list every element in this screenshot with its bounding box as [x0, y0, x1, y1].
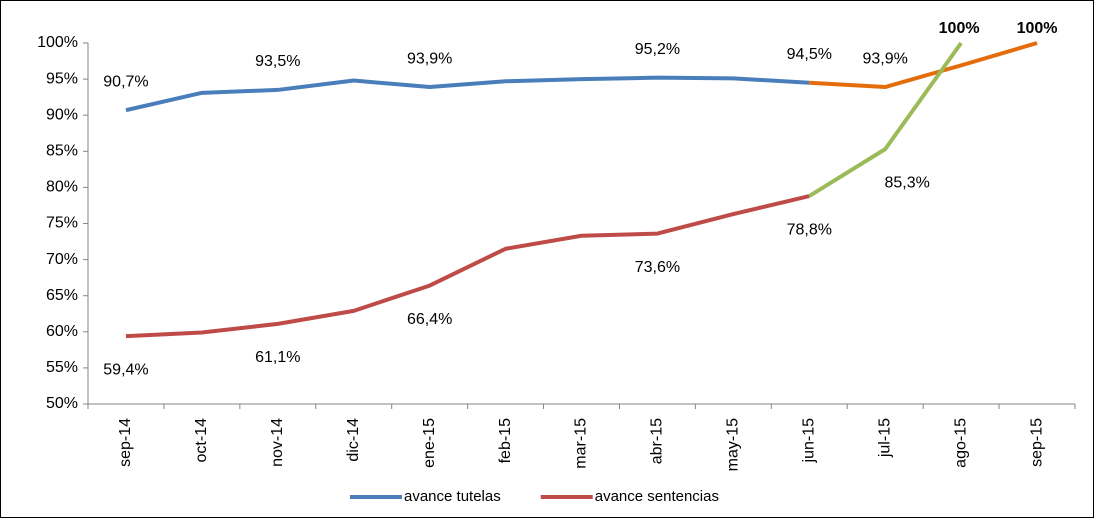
series-line: [809, 41, 1038, 90]
x-tick-label: mar-15: [573, 418, 590, 469]
y-tick-label: 90%: [46, 106, 78, 123]
data-label: 59,4%: [103, 361, 148, 378]
y-tick-label: 95%: [46, 70, 78, 87]
y-tick-label: 85%: [46, 143, 78, 160]
x-tick-label: may-15: [725, 418, 742, 471]
x-tick-label: jul-15: [876, 418, 893, 458]
x-tick-label: abr-15: [649, 418, 666, 464]
data-label: 73,6%: [635, 259, 680, 276]
x-tick-label: sep-14: [117, 418, 134, 467]
x-tick-label: feb-15: [497, 418, 514, 463]
data-label: 95,2%: [635, 41, 680, 58]
series-line: [808, 41, 963, 198]
data-label: 100%: [939, 20, 980, 37]
data-label: 85,3%: [885, 174, 930, 191]
data-label: 100%: [1017, 20, 1058, 37]
data-label: 66,4%: [407, 311, 452, 328]
x-tick-label: dic-14: [345, 418, 362, 462]
data-label: 90,7%: [103, 73, 148, 90]
y-tick-label: 75%: [46, 215, 78, 232]
y-tick-label: 60%: [46, 323, 78, 340]
data-label: 61,1%: [255, 349, 300, 366]
legend-label: avance sentencias: [595, 488, 719, 505]
y-tick-label: 80%: [46, 179, 78, 196]
x-tick-label: nov-14: [269, 418, 286, 467]
y-tick-label: 100%: [37, 34, 78, 51]
series-line: [125, 194, 810, 339]
x-tick-label: oct-14: [193, 418, 210, 463]
y-tick-label: 65%: [46, 287, 78, 304]
data-label: 78,8%: [787, 221, 832, 238]
y-tick-label: 55%: [46, 359, 78, 376]
legend-label: avance tutelas: [404, 488, 501, 505]
y-tick-label: 70%: [46, 251, 78, 268]
y-tick-label: 50%: [46, 395, 78, 412]
data-label: 93,9%: [407, 50, 452, 67]
data-label: 93,9%: [863, 50, 908, 67]
x-tick-label: sep-15: [1028, 418, 1045, 467]
x-tick-label: ene-15: [421, 418, 438, 468]
data-label: 93,5%: [255, 53, 300, 70]
series-line: [125, 75, 810, 113]
data-label: 94,5%: [787, 46, 832, 63]
x-tick-label: ago-15: [952, 418, 969, 468]
x-tick-label: jun-15: [800, 418, 817, 464]
